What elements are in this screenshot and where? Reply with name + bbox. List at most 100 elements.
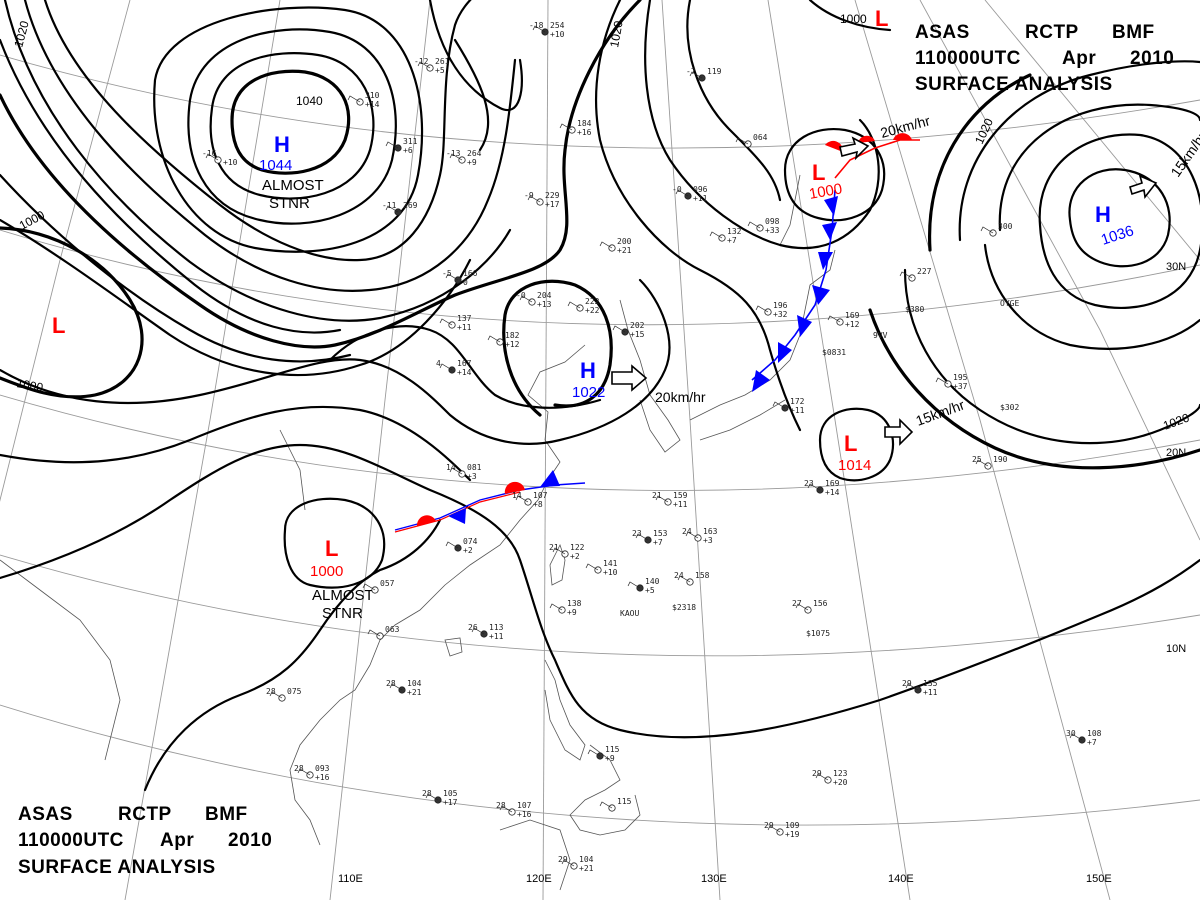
station-pressure: 204: [537, 291, 552, 300]
station-plot: 26 113+11: [468, 623, 504, 641]
station-temperature: -0: [672, 185, 682, 194]
station-plot: 064: [735, 133, 768, 148]
isobar-1020: [595, 0, 802, 432]
isobar: [998, 103, 1200, 232]
wind-barb: [389, 683, 403, 691]
river-or-border: [279, 429, 306, 511]
parallel-30n: [0, 229, 1200, 326]
longitude-label: 140E: [888, 873, 914, 885]
warm-front-symbol: [893, 133, 912, 140]
station-pressure: 311: [403, 137, 418, 146]
longitude-label: 120E: [526, 873, 552, 885]
station-plot: 25 190: [972, 455, 1008, 470]
isobar: [1038, 133, 1200, 309]
wind-barb: [439, 363, 453, 371]
station-tendency: +37: [953, 382, 968, 391]
station-plot: 29 109+19: [764, 821, 800, 839]
header-year: 2010: [228, 830, 272, 851]
latitude-label: 30N: [1166, 261, 1186, 273]
station-pressure: 169: [825, 479, 840, 488]
wind-barb: [567, 301, 581, 309]
station-pressure: 141: [603, 559, 618, 568]
isobar-1020: [0, 0, 642, 349]
station-circle: [541, 28, 549, 36]
station-pressure: 196: [773, 301, 788, 310]
wind-barb: [677, 575, 691, 583]
station-pressure: 113: [489, 623, 504, 632]
station-tendency: +14: [825, 488, 840, 497]
station-pressure: 096: [693, 185, 708, 194]
station-temperature: 14: [446, 463, 456, 472]
center-note: ALMOST: [262, 177, 324, 194]
isobar-label: 1020: [11, 19, 32, 49]
high-center-value: 1022: [572, 384, 605, 401]
wind-barb: [425, 793, 439, 801]
header-station: RCTP: [1025, 22, 1079, 43]
wind-barb: [417, 61, 431, 69]
cold-front-symbol: [797, 315, 812, 337]
wind-barb: [499, 805, 513, 813]
station-tendency: +11: [693, 194, 708, 203]
station-temperature: -9: [524, 191, 534, 200]
wind-barb: [449, 467, 463, 475]
station-pressure: 200: [617, 237, 632, 246]
station-plot: 30 108+7: [1066, 729, 1102, 747]
station-plot: 172+11: [772, 397, 805, 415]
wind-barb: [549, 603, 563, 611]
station-temperature: 29: [902, 679, 912, 688]
isobar: [983, 243, 1200, 350]
station-pressure: 159: [673, 491, 688, 500]
isobar: [230, 69, 351, 175]
station-temperature: 28: [386, 679, 396, 688]
wind-barb: [439, 318, 453, 326]
station-plot: -9 229+17: [524, 191, 560, 209]
station-temperature: 28: [294, 764, 304, 773]
wind-barb: [899, 271, 913, 279]
isobar: [0, 173, 352, 363]
meridian: [124, 0, 281, 900]
station-plot: 132+7: [709, 227, 742, 245]
wind-barb: [385, 205, 399, 213]
latitude-label: 10N: [1166, 643, 1186, 655]
wind-barb: [561, 859, 575, 867]
isobar-label: 1040: [296, 94, 323, 108]
isobar: [153, 6, 424, 253]
coast-luzon: [544, 659, 586, 761]
wind-barb: [445, 541, 459, 549]
station-plot: 200+21: [599, 237, 632, 255]
station-temperature: -18: [529, 21, 544, 30]
station-code: $302: [1000, 403, 1019, 412]
station-pressure: 109: [785, 821, 800, 830]
station-plot: 195+37: [935, 373, 968, 391]
station-plot: 24 158: [674, 571, 710, 586]
station-tendency: +9: [567, 608, 577, 617]
wind-barb: [559, 123, 573, 131]
station-temperature: 25: [972, 455, 982, 464]
isobar-label: 1020: [1161, 410, 1191, 432]
station-codes: KAOU $2318 $1075 $302 $380 $0831 9VV OYGE: [620, 299, 1019, 638]
motion-arrow: [884, 418, 914, 446]
meridian-120e: [542, 0, 549, 900]
low-center-value: 1000: [808, 180, 844, 203]
wind-barb: [772, 401, 786, 409]
station-pressure: 108: [1087, 729, 1102, 738]
station-pressure: 190: [993, 455, 1008, 464]
station-tendency: +13: [537, 300, 552, 309]
isobar: [783, 127, 886, 222]
station-tendency: +10: [223, 158, 238, 167]
wind-barb: [635, 533, 649, 541]
station-tendency: +12: [845, 320, 860, 329]
station-temperature: 29: [558, 855, 568, 864]
coast-sakhalin: [779, 174, 801, 246]
station-plot: 27 156: [792, 599, 828, 614]
coast-hainan: [444, 637, 463, 657]
parallel: [0, 54, 1200, 149]
coast-indochina: [289, 664, 371, 846]
station-tendency: +16: [315, 773, 330, 782]
station-pressure: 222: [585, 297, 600, 306]
header-agency: ASAS: [915, 22, 970, 43]
meridian-130e: [661, 0, 721, 900]
isobar: [328, 325, 602, 409]
low-center-symbol: L: [52, 313, 65, 338]
